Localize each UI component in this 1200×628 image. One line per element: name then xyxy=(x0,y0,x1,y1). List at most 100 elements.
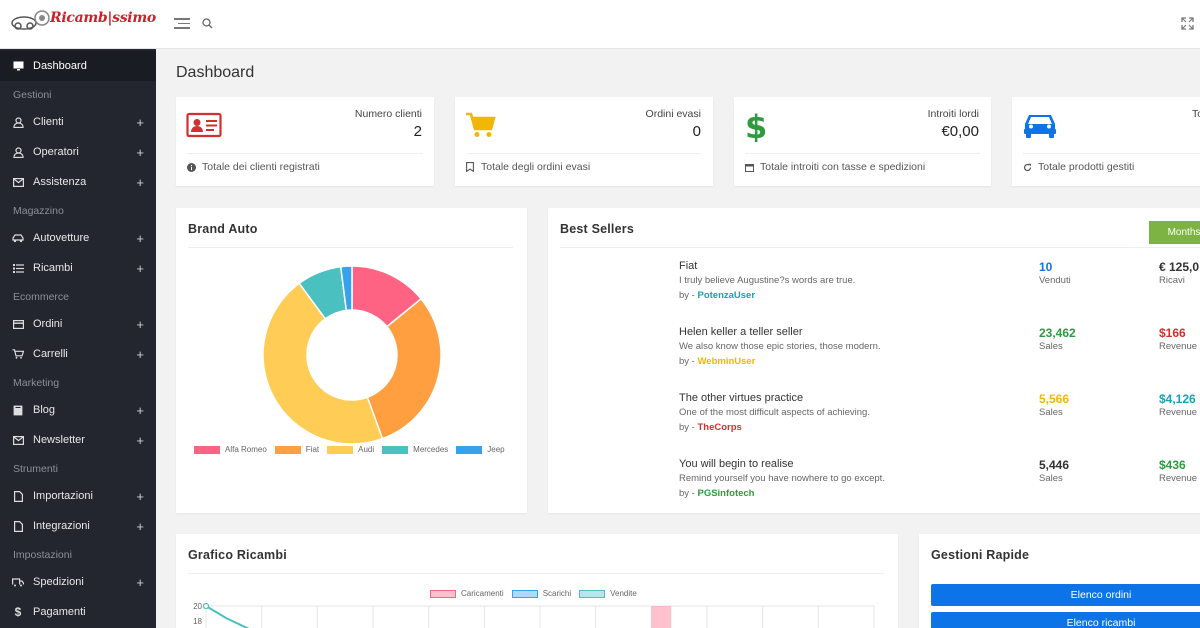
stat-card-ordini[interactable]: Ordini evasi 0 Totale degli ordini evasi xyxy=(455,97,713,186)
expand-plus-icon[interactable]: + xyxy=(136,317,144,332)
revenue-label: Revenue xyxy=(1159,473,1198,484)
brand-auto-donut-chart xyxy=(262,265,442,445)
brand-logo[interactable]: Ricamb|ssimo xyxy=(10,6,156,42)
card-title: Best Sellers xyxy=(560,222,634,236)
sidebar-item-pagamenti[interactable]: $ Pagamenti xyxy=(0,597,156,627)
divider xyxy=(188,573,884,574)
stat-footer: Totale prodotti gestiti xyxy=(1023,161,1134,173)
expand-plus-icon[interactable]: + xyxy=(136,115,144,130)
sales-label: Sales xyxy=(1039,407,1063,418)
file-icon xyxy=(12,520,24,532)
sidebar-item-integrazioni[interactable]: Integrazioni + xyxy=(0,511,156,541)
user-icon xyxy=(12,116,24,128)
legend-item[interactable]: Caricamenti xyxy=(430,589,504,598)
sidebar-item-label: Ricambi xyxy=(33,262,73,274)
legend-swatch xyxy=(194,445,220,454)
caricamenti-bar[interactable] xyxy=(651,606,672,628)
sidebar-item-spedizioni[interactable]: Spedizioni + xyxy=(0,567,156,597)
menu-toggle-icon[interactable] xyxy=(174,18,190,30)
stat-card-clienti[interactable]: Numero clienti 2 Totale dei clienti regi… xyxy=(176,97,434,186)
revenue-value: $4,126 xyxy=(1159,392,1196,406)
months-filter-button[interactable]: Months xyxy=(1149,221,1200,244)
vendite-point[interactable] xyxy=(202,602,210,610)
brand-name: Ricamb|ssimo xyxy=(50,10,156,26)
author-link[interactable]: PGSinfotech xyxy=(697,488,755,499)
revenue-value: $166 xyxy=(1159,326,1186,340)
donut-slice-fiat[interactable] xyxy=(366,297,442,440)
sales-value: 5,566 xyxy=(1039,392,1070,406)
product-description: One of the most difficult aspects of ach… xyxy=(679,407,870,418)
elenco-ricambi-button[interactable]: Elenco ricambi xyxy=(931,612,1200,628)
expand-plus-icon[interactable]: + xyxy=(136,433,144,448)
elenco-ordini-button[interactable]: Elenco ordini xyxy=(931,584,1200,606)
y-tick-label: 20 xyxy=(193,602,202,611)
expand-plus-icon[interactable]: + xyxy=(136,261,144,276)
legend-item[interactable]: Jeep xyxy=(456,445,505,454)
expand-plus-icon[interactable]: + xyxy=(136,231,144,246)
expand-plus-icon[interactable]: + xyxy=(136,403,144,418)
stat-label: Introiti lordi xyxy=(927,108,979,120)
svg-text:$: $ xyxy=(745,110,766,142)
legend-item[interactable]: Audi xyxy=(327,445,374,454)
card-title: Gestioni Rapide xyxy=(931,548,1030,562)
truck-icon xyxy=(12,576,24,588)
revenue-value: € 125,0 xyxy=(1159,260,1200,274)
cart-icon xyxy=(12,348,24,360)
legend-item[interactable]: Fiat xyxy=(274,445,319,454)
author-link[interactable]: WebminUser xyxy=(697,356,756,367)
sidebar-item-label: Clienti xyxy=(33,116,64,128)
sales-label: Sales xyxy=(1039,473,1063,484)
envelope-icon xyxy=(12,176,24,188)
stat-value: 2 xyxy=(413,123,422,140)
author-link[interactable]: TheCorps xyxy=(697,422,742,433)
expand-plus-icon[interactable]: + xyxy=(136,489,144,504)
sales-value: 5,446 xyxy=(1039,458,1070,472)
legend-swatch xyxy=(382,445,409,454)
donut-slice-jeep[interactable] xyxy=(339,265,353,312)
stat-footer-text: Totale dei clienti registrati xyxy=(202,161,320,173)
user-icon xyxy=(12,146,24,158)
sidebar-item-label: Autovetture xyxy=(33,232,90,244)
sidebar-item-label: Newsletter xyxy=(33,434,85,446)
sidebar-item-clienti[interactable]: Clienti + xyxy=(0,107,156,137)
expand-plus-icon[interactable]: + xyxy=(136,347,144,362)
legend-item[interactable]: Mercedes xyxy=(382,445,448,454)
legend-item[interactable]: Vendite xyxy=(579,589,637,598)
stat-footer: Totale introiti con tasse e spedizioni xyxy=(745,161,925,173)
sidebar-item-label: Assistenza xyxy=(33,176,87,188)
sidebar-item-dashboard[interactable]: Dashboard xyxy=(0,51,156,81)
revenue-label: Revenue xyxy=(1159,341,1198,352)
sidebar-item-assistenza[interactable]: Assistenza + xyxy=(0,167,156,197)
legend-label: Vendite xyxy=(610,589,637,598)
stat-label: Ordini evasi xyxy=(645,108,701,120)
donut-slice-audi[interactable] xyxy=(262,282,384,445)
sidebar: Dashboard Gestioni Clienti + Operatori +… xyxy=(0,49,156,628)
sidebar-item-ricambi[interactable]: Ricambi + xyxy=(0,253,156,283)
expand-plus-icon[interactable]: + xyxy=(136,175,144,190)
divider xyxy=(745,153,980,154)
author-link[interactable]: PotenzaUser xyxy=(697,290,756,301)
sidebar-item-blog[interactable]: Blog + xyxy=(0,395,156,425)
stat-card-prodotti[interactable]: To Totale prodotti gestiti xyxy=(1012,97,1200,186)
credit-card-icon xyxy=(12,318,24,330)
stat-label: To xyxy=(1192,108,1200,120)
stat-value: €0,00 xyxy=(941,123,979,140)
legend-item[interactable]: Alfa Romeo xyxy=(194,445,267,454)
sidebar-item-autovetture[interactable]: Autovetture + xyxy=(0,223,156,253)
sidebar-item-importazioni[interactable]: Importazioni + xyxy=(0,481,156,511)
sidebar-section-ecommerce: Ecommerce xyxy=(13,291,70,303)
legend-label: Mercedes xyxy=(413,445,449,454)
fullscreen-icon[interactable] xyxy=(1181,17,1194,30)
expand-plus-icon[interactable]: + xyxy=(136,145,144,160)
sidebar-item-operatori[interactable]: Operatori + xyxy=(0,137,156,167)
id-card-icon xyxy=(186,112,222,138)
sidebar-item-newsletter[interactable]: Newsletter + xyxy=(0,425,156,455)
revenue-label: Revenue xyxy=(1159,407,1198,418)
stat-card-introiti[interactable]: $ Introiti lordi €0,00 Totale introiti c… xyxy=(734,97,991,186)
expand-plus-icon[interactable]: + xyxy=(136,575,144,590)
sidebar-item-carrelli[interactable]: Carrelli + xyxy=(0,339,156,369)
expand-plus-icon[interactable]: + xyxy=(136,519,144,534)
legend-item[interactable]: Scarichi xyxy=(511,589,571,598)
search-icon[interactable] xyxy=(202,18,213,29)
sidebar-item-ordini[interactable]: Ordini + xyxy=(0,309,156,339)
